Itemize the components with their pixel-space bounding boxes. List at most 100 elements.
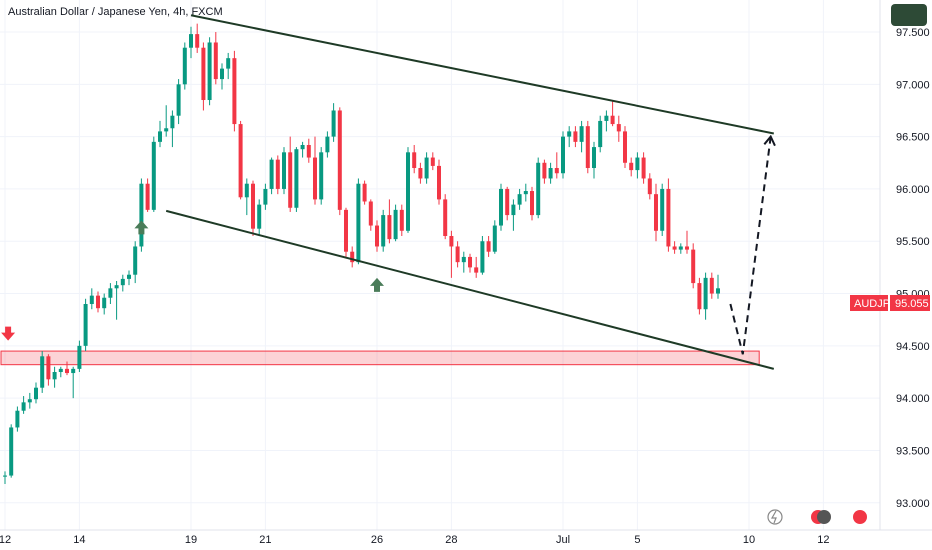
- candle-body: [263, 188, 268, 205]
- price-tag: AUDJPY 95.055: [850, 295, 930, 311]
- candle-body: [375, 225, 379, 247]
- x-tick-label: 19: [185, 534, 197, 546]
- candle-body: [592, 147, 596, 169]
- candle-body: [189, 34, 193, 48]
- candle-body: [257, 204, 262, 229]
- candle-body: [89, 295, 94, 305]
- x-tick-label: 12: [0, 534, 11, 546]
- markers: [1, 220, 384, 341]
- candle-body: [567, 131, 572, 137]
- candle-body: [170, 115, 175, 129]
- x-tick-label: 14: [73, 534, 85, 546]
- symbol-tag-bg: [850, 295, 888, 311]
- y-tick-label: 95.500: [896, 236, 930, 248]
- candle-body: [610, 115, 615, 125]
- candle-body: [703, 277, 708, 310]
- y-tick-label: 96.000: [896, 184, 930, 196]
- candle-body: [52, 372, 57, 380]
- candle-body: [21, 402, 26, 411]
- candle-body: [151, 141, 156, 210]
- candle-body: [251, 183, 255, 229]
- lightning-icon[interactable]: [767, 509, 783, 525]
- candle-body: [158, 131, 162, 142]
- candle-body: [114, 285, 119, 289]
- candle-body: [145, 183, 150, 210]
- x-axis: 12 14 19 21 26 28 Jul 5 10 12: [0, 529, 932, 546]
- candle-body: [71, 368, 76, 374]
- candle-body: [430, 157, 435, 166]
- x-tick-label: Jul: [556, 534, 570, 546]
- y-tick-label: 94.500: [896, 341, 930, 353]
- candle-body: [697, 283, 702, 310]
- footer-icons: [767, 509, 867, 525]
- candle-body: [530, 191, 534, 216]
- candle-body: [598, 120, 603, 148]
- candle-body: [344, 209, 348, 252]
- candle-body: [517, 194, 522, 205]
- candle-body: [505, 188, 510, 216]
- candle-body: [120, 278, 125, 286]
- candle-body: [635, 157, 640, 171]
- candle-body: [238, 124, 243, 198]
- candle-body: [691, 249, 696, 284]
- candle-body: [412, 152, 417, 169]
- candle-body: [474, 267, 479, 273]
- candle-body: [232, 58, 237, 125]
- event-icon-2[interactable]: [817, 510, 831, 524]
- candle-body: [492, 225, 497, 252]
- candle-body: [709, 277, 714, 294]
- candle-body: [350, 251, 355, 263]
- candle-body: [356, 183, 361, 263]
- candle-body: [455, 246, 460, 263]
- candle-body: [554, 168, 559, 174]
- candle-body: [83, 304, 88, 346]
- candle-body: [65, 368, 69, 374]
- event-icon-3[interactable]: [853, 510, 867, 524]
- y-tick-label: 97.000: [896, 79, 930, 91]
- candle-body: [499, 188, 503, 226]
- candle-body: [542, 162, 547, 179]
- candle-body: [269, 159, 274, 189]
- channel-upper-line[interactable]: [190, 14, 774, 135]
- candle-body: [201, 47, 206, 101]
- candle-body: [368, 201, 373, 226]
- candle-body: [127, 274, 131, 279]
- candle-body: [573, 131, 578, 142]
- candle-body: [437, 165, 441, 200]
- candle-body: [604, 115, 609, 121]
- channel-lower-line[interactable]: [165, 209, 775, 370]
- candle-body: [511, 204, 516, 216]
- x-tick-label: 10: [743, 534, 755, 546]
- candle-body: [319, 152, 324, 200]
- x-tick-label: 21: [259, 534, 271, 546]
- candle-body: [244, 183, 249, 198]
- candle-body: [418, 168, 423, 179]
- up-arrow-icon: [134, 220, 149, 235]
- candle-body: [300, 144, 305, 150]
- candle-body: [362, 183, 367, 202]
- candle-body: [666, 188, 671, 247]
- candle-body: [213, 42, 218, 80]
- candle-body: [585, 126, 590, 169]
- grid: [0, 0, 880, 530]
- candle-body: [77, 345, 82, 369]
- candle-body: [133, 246, 138, 275]
- candle-body: [672, 246, 677, 250]
- candle-body: [27, 399, 32, 403]
- candle-body: [406, 152, 410, 231]
- candle-body: [424, 157, 429, 179]
- candle-body: [381, 215, 386, 247]
- symbol-tag: AUDJPY: [854, 298, 898, 310]
- candle-body: [3, 475, 7, 477]
- candle-body: [623, 131, 627, 163]
- candle-body: [579, 126, 584, 142]
- candle-body: [486, 241, 491, 252]
- brand-logo: [891, 4, 927, 26]
- support-zone-rect: [0, 350, 760, 366]
- lightning-icon-glyph: [770, 510, 777, 524]
- candle-body: [313, 157, 317, 200]
- candle-body: [387, 215, 392, 240]
- projection-path[interactable]: [729, 136, 772, 355]
- candle-body: [399, 209, 404, 231]
